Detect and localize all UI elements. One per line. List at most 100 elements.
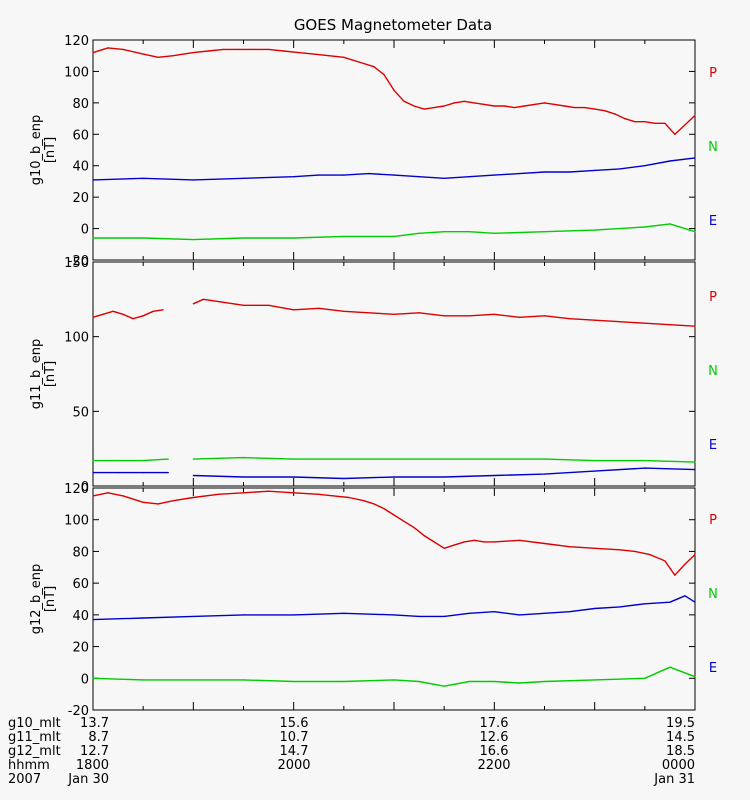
data-point-e <box>393 614 395 616</box>
data-point-n <box>92 237 94 239</box>
data-point-p <box>152 310 154 312</box>
y-tick-label: -20 <box>68 704 89 719</box>
data-point-p <box>624 118 626 120</box>
data-point-p <box>293 309 295 311</box>
data-point-p <box>252 48 255 51</box>
y-tick-label: -20 <box>68 254 89 269</box>
data-point-n <box>669 223 671 225</box>
x-tick-label: 10.7 <box>280 730 309 745</box>
y-axis-unit: [nT] <box>43 361 58 387</box>
data-point-e <box>644 467 646 469</box>
data-point-p <box>157 503 159 505</box>
data-point-p <box>518 539 521 541</box>
x-tick-label: 12.7 <box>80 744 109 759</box>
data-point-p <box>283 50 285 52</box>
data-point-p <box>107 492 109 494</box>
data-point-p <box>694 325 696 327</box>
legend-e: E <box>709 214 717 229</box>
x-tick-label: 14.7 <box>280 744 309 759</box>
data-point-p <box>268 304 270 306</box>
data-point-p <box>463 100 465 102</box>
data-point-p <box>533 103 536 105</box>
x-tick-label: 13.7 <box>80 716 109 731</box>
data-point-p <box>92 52 94 54</box>
data-point-p <box>242 304 245 306</box>
data-point-e <box>594 607 596 610</box>
data-point-p <box>649 554 651 556</box>
data-point-e <box>543 473 546 475</box>
data-point-n <box>242 679 245 681</box>
data-point-p <box>122 313 124 315</box>
data-point-p <box>594 547 596 549</box>
y-tick-label: 50 <box>72 405 89 420</box>
data-point-p <box>423 108 425 110</box>
data-point-p <box>543 315 546 317</box>
series-line-e <box>92 595 696 621</box>
data-point-n <box>393 679 395 681</box>
data-point-e <box>619 606 621 608</box>
data-point-n <box>142 679 144 681</box>
data-point-p <box>468 315 470 317</box>
data-point-p <box>172 55 174 57</box>
data-point-p <box>543 102 546 104</box>
data-point-p <box>644 121 646 123</box>
data-point-n <box>293 680 295 683</box>
data-point-p <box>403 520 405 522</box>
data-point-e <box>293 614 295 616</box>
data-point-p <box>443 315 445 317</box>
data-point-e <box>192 474 194 477</box>
data-point-p <box>694 114 696 116</box>
data-point-e <box>117 472 119 474</box>
data-point-e <box>669 160 671 162</box>
data-point-p <box>107 47 109 49</box>
panel-2: 0 50 100 150 g11_b_enp [nT] P N E <box>29 256 718 495</box>
y-axis-label: g12_b_enp <box>29 564 44 635</box>
data-point-e <box>684 595 686 597</box>
x-tick-label: 12.6 <box>480 730 509 745</box>
data-point-e <box>293 176 295 178</box>
y-tick-label: 80 <box>72 545 89 560</box>
data-point-p <box>368 312 370 314</box>
x-row-label: 2007 <box>8 772 41 787</box>
data-point-p <box>348 496 350 499</box>
data-point-p <box>669 324 671 326</box>
data-point-p <box>172 500 174 502</box>
x-tick-label: 0000 <box>662 758 695 773</box>
data-point-p <box>513 107 516 109</box>
data-point-e <box>569 171 571 173</box>
data-point-p <box>373 66 375 68</box>
data-point-e <box>242 476 245 478</box>
data-point-n <box>543 458 546 460</box>
data-point-p <box>433 107 435 109</box>
data-point-e <box>518 614 521 616</box>
x-tick-label: Jan 31 <box>653 772 695 787</box>
x-tick-label: 19.5 <box>666 716 695 731</box>
data-point-p <box>363 500 365 502</box>
data-point-n <box>393 235 395 237</box>
data-point-p <box>343 310 345 312</box>
data-point-p <box>569 546 571 548</box>
data-point-e <box>167 472 169 474</box>
data-point-p <box>92 495 94 497</box>
data-point-e <box>92 472 94 474</box>
data-point-n <box>192 679 194 681</box>
data-point-n <box>293 237 295 239</box>
data-point-n <box>192 458 194 460</box>
data-point-e <box>142 617 144 619</box>
data-point-p <box>328 55 330 57</box>
data-point-p <box>268 490 270 492</box>
panel-3: -20 0 20 40 60 80 100 120 g12_b_enp [nT] P N E <box>29 482 718 719</box>
legend-p: P <box>709 290 717 305</box>
data-point-e <box>493 474 495 477</box>
data-point-n <box>493 232 495 234</box>
data-point-p <box>564 105 566 107</box>
data-point-p <box>634 121 636 123</box>
data-point-n <box>443 231 445 233</box>
x-tick-label: 2200 <box>477 758 510 773</box>
data-point-e <box>694 601 696 603</box>
y-tick-label: 40 <box>72 609 89 624</box>
data-point-p <box>543 542 546 545</box>
data-point-p <box>423 535 425 537</box>
